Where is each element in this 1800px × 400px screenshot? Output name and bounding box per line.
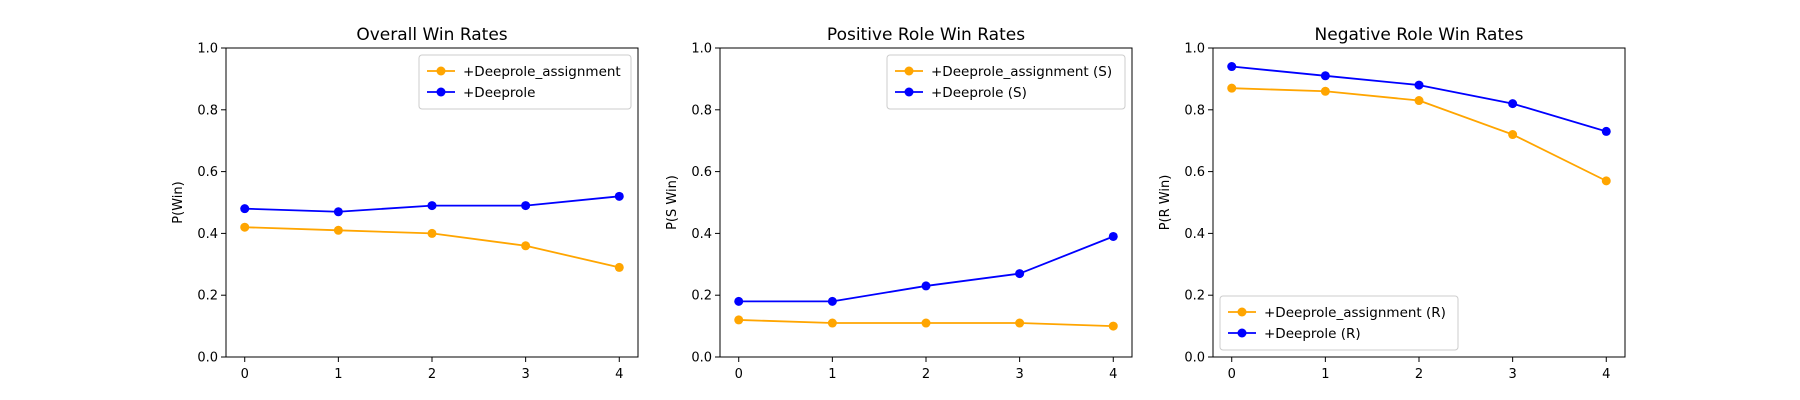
data-point <box>427 201 437 211</box>
legend-entry: +Deeprole (S) <box>931 85 1027 101</box>
y-tick-label: 0.0 <box>1184 351 1205 366</box>
legend-entry: +Deeprole (R) <box>1264 326 1361 342</box>
y-tick-label: 0.8 <box>197 103 218 118</box>
legend-entry: +Deeprole_assignment (R) <box>1264 305 1446 321</box>
x-tick-label: 1 <box>334 367 342 382</box>
data-point <box>1108 231 1118 241</box>
legend-swatch-marker <box>436 66 446 76</box>
legend: +Deeprole_assignment (R) +Deeprole (R) <box>1219 295 1459 351</box>
data-point <box>1227 62 1237 72</box>
data-point <box>827 296 837 306</box>
data-point <box>921 281 931 291</box>
x-tick-label: 1 <box>828 367 836 382</box>
legend-swatch-marker <box>1237 307 1247 317</box>
y-tick-label: 0.6 <box>197 165 218 180</box>
y-axis-label: P(Win) <box>171 181 186 223</box>
data-point <box>1601 176 1611 186</box>
data-point <box>1227 83 1237 93</box>
x-tick-label: 3 <box>521 367 529 382</box>
legend-swatch-marker <box>904 87 914 97</box>
series-line-1 <box>738 235 1114 303</box>
x-tick-label: 1 <box>1321 367 1329 382</box>
data-point <box>614 262 624 272</box>
data-point <box>1108 321 1118 331</box>
legend: +Deeprole_assignment (S) +Deeprole (S) <box>886 54 1126 110</box>
data-point <box>1015 318 1025 328</box>
x-tick-label: 4 <box>615 367 623 382</box>
y-tick-label: 0.6 <box>1184 165 1205 180</box>
y-tick-label: 0.8 <box>691 103 712 118</box>
legend-box <box>886 54 1126 110</box>
data-point <box>1015 269 1025 279</box>
x-tick-label: 0 <box>735 367 743 382</box>
chart-panel-2: Negative Role Win Rates P(R Win) 0.0 0.2 0.4… <box>1158 25 1626 382</box>
y-tick-label: 0.4 <box>1184 227 1205 242</box>
data-point <box>1601 126 1611 136</box>
legend-box <box>1219 295 1459 351</box>
y-tick-label: 1.0 <box>197 42 218 57</box>
legend-entry: +Deeprole <box>463 85 535 101</box>
data-point <box>1414 80 1424 90</box>
x-tick-label: 3 <box>1015 367 1023 382</box>
y-tick-label: 0.6 <box>691 165 712 180</box>
legend: +Deeprole_assignment +Deeprole <box>418 54 632 110</box>
x-tick-label: 3 <box>1508 367 1516 382</box>
y-tick-label: 0.0 <box>691 351 712 366</box>
data-point <box>1508 99 1518 109</box>
data-point <box>240 204 250 214</box>
data-point <box>521 241 531 251</box>
data-point <box>1320 86 1330 96</box>
legend-swatch-marker <box>904 66 914 76</box>
plot-frame <box>719 47 1133 358</box>
legend-entry: +Deeprole_assignment (S) <box>931 64 1112 80</box>
data-point <box>734 296 744 306</box>
y-tick-label: 0.2 <box>197 289 218 304</box>
y-axis-label: P(S Win) <box>665 175 680 230</box>
data-point <box>614 191 624 201</box>
legend-swatch-marker <box>436 87 446 97</box>
plot-frame <box>225 47 639 358</box>
x-tick-label: 0 <box>1228 367 1236 382</box>
y-tick-label: 1.0 <box>691 42 712 57</box>
data-point <box>333 225 343 235</box>
data-point <box>827 318 837 328</box>
chart-panel-0: Overall Win Rates P(Win) 0.0 0.2 0.4 0.6 0.8 1.… <box>171 25 639 382</box>
data-point <box>427 228 437 238</box>
y-tick-label: 0.0 <box>197 351 218 366</box>
data-point <box>734 315 744 325</box>
data-point <box>333 207 343 217</box>
plot-frame <box>1212 47 1626 358</box>
chart-panel-1: Positive Role Win Rates P(S Win) 0.0 0.2 0.4… <box>665 25 1133 382</box>
y-tick-label: 0.8 <box>1184 103 1205 118</box>
y-tick-label: 0.4 <box>691 227 712 242</box>
x-tick-label: 0 <box>241 367 249 382</box>
chart-title: Negative Role Win Rates <box>1315 25 1524 45</box>
y-tick-label: 0.2 <box>1184 289 1205 304</box>
data-point <box>521 201 531 211</box>
legend-entry: +Deeprole_assignment <box>463 64 621 80</box>
data-point <box>240 222 250 232</box>
data-point <box>921 318 931 328</box>
x-tick-label: 2 <box>428 367 436 382</box>
y-tick-label: 0.2 <box>691 289 712 304</box>
data-point <box>1320 71 1330 81</box>
legend-swatch-marker <box>1237 328 1247 338</box>
legend-box <box>418 54 632 110</box>
data-point <box>1508 130 1518 140</box>
y-tick-label: 1.0 <box>1184 42 1205 57</box>
y-axis-label: P(R Win) <box>1158 175 1173 231</box>
chart-title: Overall Win Rates <box>356 25 507 45</box>
x-tick-label: 2 <box>922 367 930 382</box>
chart-title: Positive Role Win Rates <box>827 25 1025 45</box>
x-tick-label: 2 <box>1415 367 1423 382</box>
x-tick-label: 4 <box>1602 367 1610 382</box>
x-tick-label: 4 <box>1109 367 1117 382</box>
data-point <box>1414 96 1424 106</box>
y-tick-label: 0.4 <box>197 227 218 242</box>
